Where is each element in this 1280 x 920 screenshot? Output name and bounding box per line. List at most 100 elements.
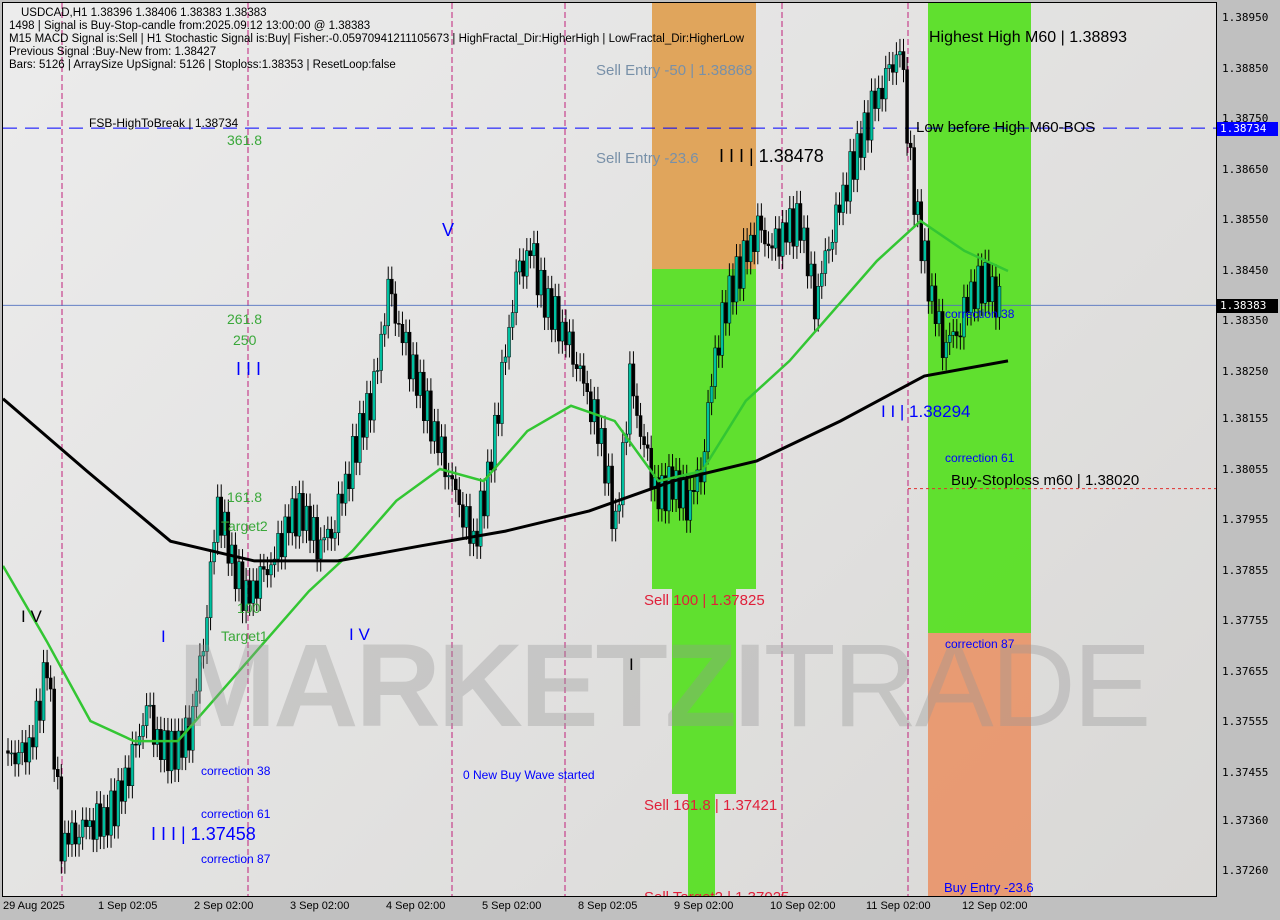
candle-body [159,729,163,760]
fsb-price-tag: 1.38734 [1217,122,1278,136]
x-tick-label: 9 Sep 02:00 [674,900,734,912]
x-tick-label: 12 Sep 02:00 [962,900,1028,912]
slow-moving-average [3,359,1009,563]
candle-body [116,780,120,827]
chart-annotation: correction 38 [201,764,271,778]
candle-body [283,516,287,558]
candle-body [326,528,330,538]
candle-body [176,730,181,770]
candle-body [926,240,931,302]
candle-body [59,776,64,862]
chart-annotation: Sell Entry -23.6 [596,150,699,167]
candle-body [141,725,145,737]
candle-body [411,354,415,380]
candle-body [358,413,362,463]
candle-body [361,413,366,438]
candle-body [972,281,977,310]
candle-body [759,215,764,231]
candle-body [827,248,831,252]
candle-body [788,208,792,243]
candle-body [571,331,575,365]
y-tick-label: 1.37260 [1222,864,1269,878]
candle-body [720,302,725,356]
x-tick-label: 4 Sep 02:00 [386,900,446,912]
candle-body [439,436,444,454]
y-tick-label: 1.38950 [1222,11,1269,24]
chart-annotation: Low before High M60-BOS [916,119,1096,136]
candle-body [930,285,934,302]
candle-body [279,533,284,558]
candle-body [432,421,437,442]
candle-body [13,752,17,765]
candle-body [109,790,113,836]
candle-body [485,461,490,517]
candle-body [908,142,913,148]
chart-annotation: Sell Target2 | 1.37025 [644,889,789,896]
candle-body [20,742,24,753]
y-tick-label: 1.37855 [1222,563,1269,577]
candle-body [766,243,771,246]
candle-body [873,90,877,109]
candle-body [301,493,305,531]
candle-body [41,662,46,721]
x-tick-label: 10 Sep 02:00 [770,900,836,912]
chart-plot-area[interactable]: MARKETZITRADE USDCAD,H1 1.38396 1.38406 … [2,2,1217,897]
candle-body [478,490,483,547]
fast-moving-average [3,219,1009,743]
candle-body [809,263,813,277]
candle-body [979,265,984,304]
candle-body [482,490,486,517]
candle-body [329,528,334,539]
candle-body [258,566,263,599]
candle-body [631,363,636,397]
candle-body [507,327,511,358]
x-tick-label: 5 Sep 02:00 [482,900,542,912]
candle-body [38,700,42,721]
y-tick-label: 1.38250 [1222,364,1269,378]
candle-body [468,506,472,544]
candle-body [557,296,561,342]
x-tick-label: 8 Sep 02:05 [578,900,638,912]
candle-body [859,133,863,158]
candle-body [997,286,1002,318]
price-chart[interactable] [3,3,1216,896]
candle-body [748,234,753,263]
chart-annotation: correction 87 [945,637,1015,651]
candle-body [422,371,426,421]
candle-body [265,569,270,576]
candle-body [123,767,128,802]
candle-body [894,54,899,73]
candle-body [546,288,550,318]
candle-body [91,820,96,840]
candle-body [532,243,536,256]
candle-body [226,511,231,564]
candle-body [269,564,273,576]
candle-body [436,421,440,454]
candle-body [425,390,430,421]
candle-body [834,204,838,243]
chart-annotation: 0 New Buy Wave started [463,768,595,782]
candle-body [80,819,85,838]
candle-body [553,296,557,330]
candle-body [645,444,650,449]
candle-body [994,276,998,318]
candle-body [315,517,319,560]
candle-body [290,498,295,534]
candle-body [322,537,327,541]
chart-annotation: Sell 100 | 1.37825 [644,592,765,609]
candle-body [585,383,589,392]
candle-body [667,466,671,512]
candle-body [294,498,298,537]
candle-body [198,655,202,692]
x-tick-label: 11 Sep 02:00 [866,900,931,912]
candle-body [151,704,156,745]
candle-body [24,742,28,763]
candle-body [734,256,739,303]
candle-body [987,262,991,302]
candle-body [333,532,337,539]
candle-body [923,240,927,262]
candle-body [617,504,621,512]
candle-body [855,133,860,180]
candle-body [397,323,401,325]
candle-body [34,700,39,748]
